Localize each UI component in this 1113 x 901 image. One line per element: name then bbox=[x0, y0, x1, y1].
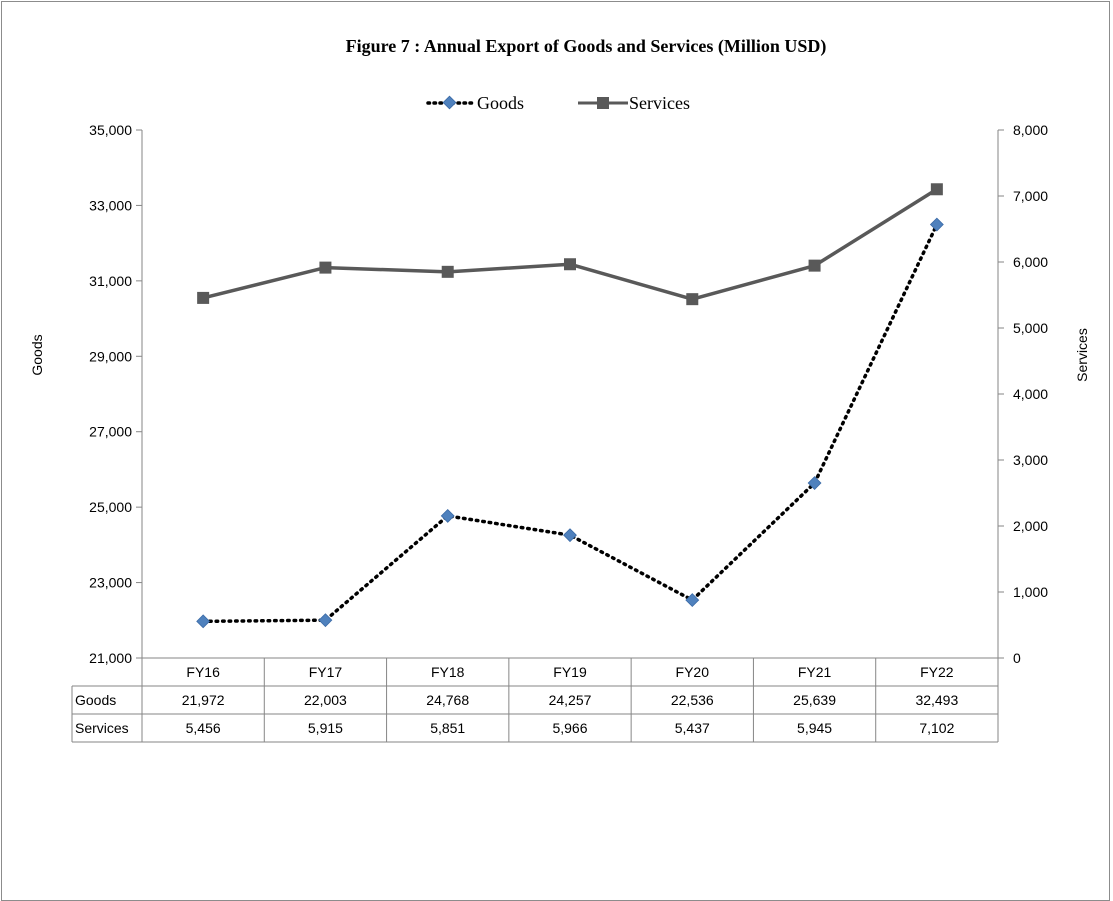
goods-point bbox=[196, 614, 211, 629]
services-series-line bbox=[202, 187, 938, 301]
right-tick-label: 7,000 bbox=[1013, 188, 1048, 204]
services-markers bbox=[197, 183, 943, 306]
table-cell: 5,456 bbox=[186, 720, 221, 736]
left-tick-label: 35,000 bbox=[89, 122, 132, 138]
category-label: FY16 bbox=[186, 664, 220, 680]
table-cell: 5,437 bbox=[675, 720, 710, 736]
table-cell: 7,102 bbox=[919, 720, 954, 736]
right-tick-label: 3,000 bbox=[1013, 452, 1048, 468]
right-tick-label: 6,000 bbox=[1013, 254, 1048, 270]
right-tick-label: 0 bbox=[1013, 650, 1021, 666]
table-cell: 21,972 bbox=[182, 692, 225, 708]
table-row-header: Services bbox=[75, 720, 129, 736]
right-tick-label: 2,000 bbox=[1013, 518, 1048, 534]
right-tick-label: 8,000 bbox=[1013, 122, 1048, 138]
services-point bbox=[197, 291, 210, 304]
legend-goods-label: Goods bbox=[477, 93, 524, 113]
left-tick-label: 25,000 bbox=[89, 499, 132, 515]
services-point bbox=[808, 259, 821, 272]
table-cell: 24,768 bbox=[426, 692, 469, 708]
legend-goods-marker bbox=[442, 95, 457, 110]
services-point bbox=[930, 183, 943, 196]
services-point bbox=[441, 265, 454, 278]
right-tick-label: 1,000 bbox=[1013, 584, 1048, 600]
chart-svg: Figure 7 : Annual Export of Goods and Se… bbox=[29, 36, 1090, 743]
table-cell: 5,966 bbox=[552, 720, 587, 736]
services-point bbox=[319, 261, 332, 274]
goods-markers bbox=[196, 217, 944, 629]
table-cell: 22,003 bbox=[304, 692, 347, 708]
table-cell: 5,851 bbox=[430, 720, 465, 736]
category-label: FY20 bbox=[676, 664, 710, 680]
data-table: FY16 FY17 FY18 FY19 FY20 FY21 FY22 Goods 21,972 2… bbox=[71, 657, 999, 743]
goods-series-line bbox=[201, 222, 939, 624]
left-tick-label: 31,000 bbox=[89, 273, 132, 289]
goods-point bbox=[563, 528, 577, 543]
right-axis-title: Services bbox=[1074, 328, 1090, 382]
left-tick-label: 29,000 bbox=[89, 348, 132, 364]
left-axis-ticks: 21,000 23,000 25,000 27,000 29,000 31,000 33,0… bbox=[89, 122, 142, 666]
table-cell: 25,639 bbox=[793, 692, 836, 708]
table-cell: 5,945 bbox=[797, 720, 832, 736]
goods-point bbox=[929, 217, 944, 232]
category-label: FY19 bbox=[553, 664, 587, 680]
table-cell: 32,493 bbox=[915, 692, 958, 708]
left-axis-title: Goods bbox=[29, 334, 45, 375]
left-tick-label: 33,000 bbox=[89, 197, 132, 213]
goods-point bbox=[318, 613, 333, 628]
category-label: FY22 bbox=[920, 664, 954, 680]
chart-legend: Goods Services bbox=[426, 93, 690, 113]
legend-services-marker bbox=[597, 97, 609, 109]
right-tick-label: 5,000 bbox=[1013, 320, 1048, 336]
category-label: FY17 bbox=[309, 664, 343, 680]
table-cell: 5,915 bbox=[308, 720, 343, 736]
left-tick-label: 27,000 bbox=[89, 424, 132, 440]
table-row-header: Goods bbox=[75, 692, 116, 708]
right-axis-ticks: 0 1,000 2,000 3,000 4,000 5,000 6,000 7,000 8,00… bbox=[998, 122, 1048, 666]
category-label: FY18 bbox=[431, 664, 465, 680]
table-cell: 24,257 bbox=[549, 692, 592, 708]
services-point bbox=[564, 258, 576, 271]
legend-services-label: Services bbox=[629, 93, 690, 113]
left-tick-label: 23,000 bbox=[89, 575, 132, 591]
goods-point bbox=[440, 508, 455, 523]
services-point bbox=[686, 293, 699, 306]
left-tick-label: 21,000 bbox=[89, 650, 132, 666]
category-label: FY21 bbox=[798, 664, 832, 680]
goods-point bbox=[807, 476, 822, 490]
chart-title: Figure 7 : Annual Export of Goods and Se… bbox=[346, 36, 827, 57]
table-cell: 22,536 bbox=[671, 692, 714, 708]
right-tick-label: 4,000 bbox=[1013, 386, 1048, 402]
goods-point bbox=[685, 593, 700, 608]
